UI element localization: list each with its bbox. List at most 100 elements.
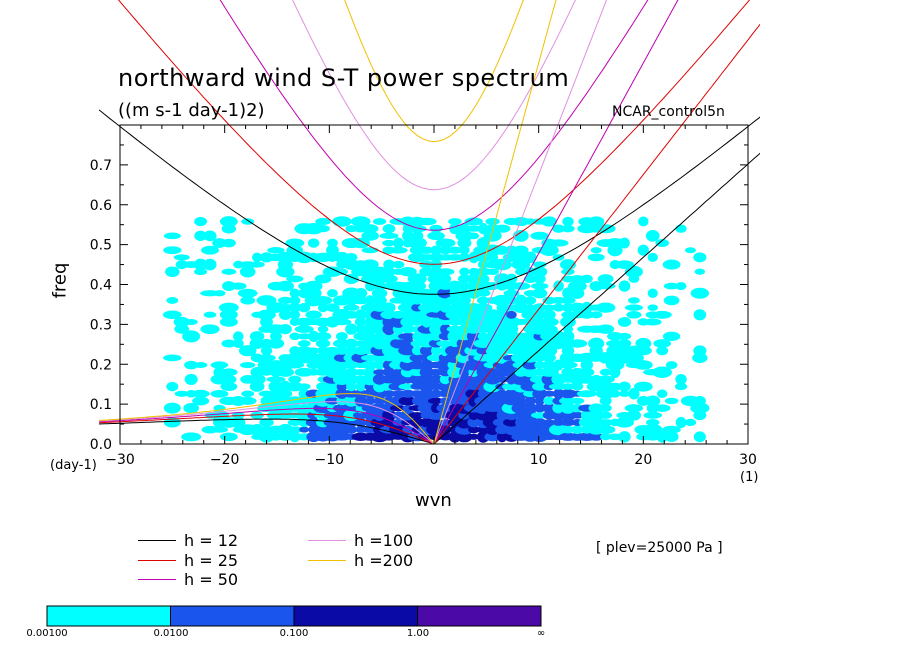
power-cell — [429, 266, 443, 278]
power-cell — [645, 419, 660, 426]
power-cell — [684, 418, 697, 427]
power-cell — [587, 409, 605, 421]
y-tick-label: 0.3 — [90, 317, 112, 333]
power-cell — [219, 309, 238, 320]
power-cell — [419, 260, 435, 269]
power-cell — [166, 296, 179, 304]
run-name: NCAR_control5n — [612, 104, 725, 120]
power-cell — [411, 230, 424, 241]
power-cell — [530, 231, 549, 240]
power-cell — [332, 432, 352, 441]
power-cell — [653, 339, 671, 348]
power-cell — [495, 376, 509, 383]
power-cell — [398, 267, 417, 277]
power-cell — [164, 266, 180, 278]
power-cell — [652, 310, 672, 319]
power-cell — [562, 425, 574, 434]
power-cell — [334, 346, 350, 355]
power-cell — [596, 419, 616, 426]
power-cell — [588, 432, 604, 441]
power-cell — [485, 218, 500, 225]
power-cell — [345, 425, 357, 434]
power-cell — [571, 425, 584, 435]
power-cell — [590, 247, 602, 254]
power-cell — [643, 411, 663, 419]
power-cell — [371, 288, 388, 299]
power-cell — [495, 245, 509, 255]
legend-item-h200: h =200 — [308, 551, 413, 570]
power-cell — [580, 274, 593, 284]
power-cell — [409, 373, 425, 386]
power-cell — [364, 367, 376, 378]
power-cell — [257, 354, 276, 362]
power-cell — [401, 337, 415, 350]
power-cell — [239, 265, 256, 278]
kelvin-curve-h200 — [433, 0, 557, 444]
power-cell — [656, 430, 668, 443]
power-cell — [277, 423, 294, 436]
power-cell — [399, 295, 417, 306]
power-cell — [626, 409, 641, 421]
power-cell — [374, 360, 386, 370]
power-cell — [182, 330, 201, 343]
power-cell — [249, 331, 265, 342]
colorbar-label: 0.100 — [279, 628, 309, 639]
power-cell — [361, 230, 379, 241]
power-cell — [570, 397, 585, 405]
power-cell — [162, 310, 182, 320]
power-cell — [540, 325, 558, 334]
power-cell — [530, 282, 549, 290]
y-axis-label: freq — [49, 262, 71, 299]
power-cell — [560, 296, 576, 305]
power-cell — [285, 361, 305, 369]
chart-title: northward wind S-T power spectrum — [118, 64, 570, 92]
power-cell — [354, 287, 368, 299]
power-cell — [552, 303, 565, 312]
power-cell — [259, 418, 274, 427]
power-cell — [173, 316, 190, 328]
power-cell — [548, 424, 569, 436]
power-cell — [664, 431, 679, 443]
power-cell — [440, 323, 451, 335]
power-cell — [455, 230, 474, 242]
power-cell — [548, 239, 569, 247]
legend-label: h =100 — [354, 531, 414, 550]
power-cell — [249, 261, 265, 268]
power-cell — [267, 338, 285, 349]
legend-item-h50: h = 50 — [138, 570, 238, 589]
power-cell — [361, 224, 379, 234]
power-cell — [523, 409, 538, 421]
power-cell — [212, 238, 227, 248]
power-cell — [416, 217, 437, 226]
power-cell — [427, 231, 445, 241]
power-cell — [289, 296, 301, 305]
power-cell — [350, 216, 371, 227]
power-cell — [307, 347, 320, 354]
power-cell — [477, 430, 490, 443]
power-cell — [694, 268, 706, 275]
power-cell — [597, 324, 615, 334]
power-cell — [297, 383, 311, 390]
power-cell — [430, 316, 442, 328]
legend-item-h100: h =100 — [308, 531, 413, 550]
power-cell — [437, 288, 454, 299]
inertia-gravity-curve-h50 — [219, 0, 649, 231]
power-cell — [379, 232, 399, 239]
power-cell — [279, 380, 291, 393]
y-tick-label: 0.0 — [90, 437, 112, 453]
power-cell — [428, 280, 444, 292]
power-cell — [221, 339, 237, 348]
power-cell — [419, 246, 434, 254]
power-cell — [525, 304, 536, 311]
power-cell — [316, 225, 330, 233]
power-cell — [299, 426, 310, 433]
power-cell — [268, 380, 284, 393]
power-cell — [569, 302, 586, 313]
power-cell — [447, 280, 463, 292]
colorbar-swatch — [417, 605, 542, 627]
power-cell — [419, 417, 435, 428]
power-cell — [389, 373, 407, 386]
power-cell — [590, 311, 603, 319]
power-cell — [483, 380, 502, 393]
power-cell — [184, 318, 198, 325]
